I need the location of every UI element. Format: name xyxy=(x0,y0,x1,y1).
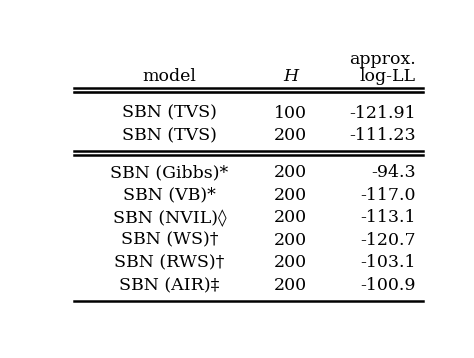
Text: -94.3: -94.3 xyxy=(371,164,416,181)
Text: H: H xyxy=(283,68,298,84)
Text: 200: 200 xyxy=(274,277,307,294)
Text: 200: 200 xyxy=(274,164,307,181)
Text: -121.91: -121.91 xyxy=(349,105,416,122)
Text: 200: 200 xyxy=(274,127,307,144)
Text: -120.7: -120.7 xyxy=(360,232,416,249)
Text: 200: 200 xyxy=(274,187,307,204)
Text: SBN (AIR)‡: SBN (AIR)‡ xyxy=(119,277,219,294)
Text: SBN (NVIL)◊: SBN (NVIL)◊ xyxy=(113,209,226,227)
Text: SBN (Gibbs)*: SBN (Gibbs)* xyxy=(110,164,228,181)
Text: 200: 200 xyxy=(274,232,307,249)
Text: 200: 200 xyxy=(274,209,307,226)
Text: SBN (WS)†: SBN (WS)† xyxy=(121,232,218,249)
Text: model: model xyxy=(143,68,196,84)
Text: approx.: approx. xyxy=(349,51,416,68)
Text: -111.23: -111.23 xyxy=(349,127,416,144)
Text: -103.1: -103.1 xyxy=(360,255,416,271)
Text: SBN (TVS): SBN (TVS) xyxy=(122,105,217,122)
Text: -100.9: -100.9 xyxy=(360,277,416,294)
Text: SBN (TVS): SBN (TVS) xyxy=(122,127,217,144)
Text: -113.1: -113.1 xyxy=(360,209,416,226)
Text: log-LL: log-LL xyxy=(360,68,416,84)
Text: SBN (VB)*: SBN (VB)* xyxy=(123,187,216,204)
Text: SBN (RWS)†: SBN (RWS)† xyxy=(114,255,225,271)
Text: 100: 100 xyxy=(274,105,307,122)
Text: -117.0: -117.0 xyxy=(360,187,416,204)
Text: 200: 200 xyxy=(274,255,307,271)
